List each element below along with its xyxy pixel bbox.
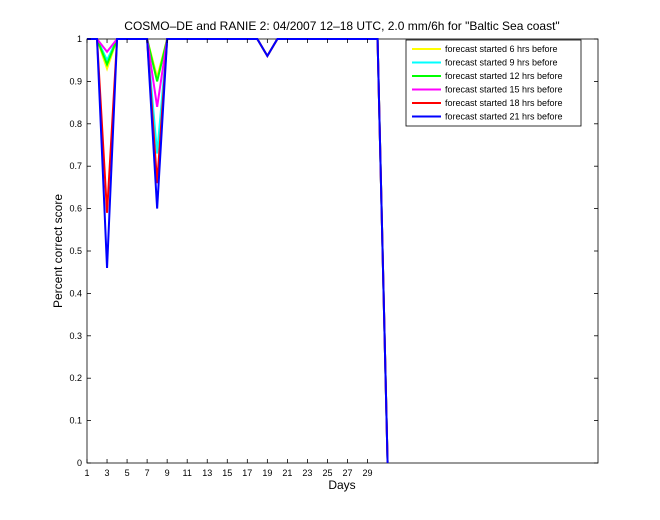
- x-tick-label: 19: [262, 468, 272, 478]
- x-tick-label: 5: [125, 468, 130, 478]
- x-tick-label: 27: [343, 468, 353, 478]
- legend-label-6: forecast started 21 hrs before: [445, 112, 563, 122]
- y-tick-label: 0.3: [69, 331, 82, 341]
- series-group: [87, 38, 389, 464]
- y-tick-label: 0.6: [69, 204, 82, 214]
- y-axis-label: Percent correct score: [51, 194, 65, 308]
- y-tick-label: 1: [77, 34, 82, 44]
- x-tick-label: 3: [105, 468, 110, 478]
- x-tick-label: 1: [84, 468, 89, 478]
- chart-title: COSMO–DE and RANIE 2: 04/2007 12–18 UTC,…: [124, 19, 559, 33]
- x-axis-ticks: 1 3 5 7 9 11 13 15 17 19 21 23 25 27 29: [84, 39, 373, 478]
- x-tick-label: 21: [282, 468, 292, 478]
- y-tick-label: 0.9: [69, 76, 82, 86]
- y-tick-label: 0: [77, 458, 82, 468]
- series-line-6: [87, 38, 389, 464]
- x-tick-label: 9: [165, 468, 170, 478]
- x-tick-label: 7: [145, 468, 150, 478]
- x-tick-label: 25: [322, 468, 332, 478]
- y-tick-label: 0.1: [69, 416, 82, 426]
- legend: forecast started 6 hrs before forecast st…: [405, 39, 582, 127]
- x-tick-label: 29: [363, 468, 373, 478]
- legend-label-3: forecast started 12 hrs before: [445, 71, 563, 81]
- x-tick-label: 23: [302, 468, 312, 478]
- x-tick-label: 17: [242, 468, 252, 478]
- legend-label-1: forecast started 6 hrs before: [445, 44, 558, 54]
- legend-label-5: forecast started 18 hrs before: [445, 98, 563, 108]
- y-axis-ticks: 0 0.1 0.2 0.3 0.4 0.5 0.6 0.7 0.8 0.9 1: [69, 34, 598, 468]
- x-tick-label: 13: [202, 468, 212, 478]
- legend-label-4: forecast started 15 hrs before: [445, 85, 563, 95]
- legend-label-2: forecast started 9 hrs before: [445, 58, 558, 68]
- y-tick-label: 0.2: [69, 373, 82, 383]
- y-tick-label: 0.7: [69, 161, 82, 171]
- x-tick-label: 15: [222, 468, 232, 478]
- y-tick-label: 0.4: [69, 288, 82, 298]
- x-tick-label: 11: [183, 468, 192, 478]
- x-axis-label: Days: [328, 478, 355, 492]
- legend-box: [405, 39, 582, 127]
- y-tick-label: 0.8: [69, 119, 82, 129]
- y-tick-label: 0.5: [69, 246, 82, 256]
